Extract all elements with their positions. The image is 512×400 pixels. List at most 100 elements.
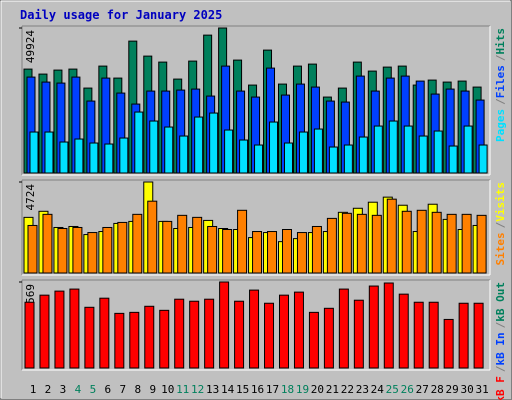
x-tick-label: 19 (296, 383, 309, 396)
bar (87, 232, 98, 274)
bar (281, 229, 292, 274)
x-tick-label: 30 (461, 383, 474, 396)
x-tick-label: 11 (176, 383, 189, 396)
bar (338, 288, 349, 369)
bar (298, 131, 308, 174)
bar (446, 213, 457, 274)
x-tick-label: 3 (60, 383, 67, 396)
bar (388, 120, 398, 174)
bar (222, 229, 233, 274)
bar (239, 139, 249, 174)
x-tick-label: 1 (30, 383, 37, 396)
bar (162, 220, 173, 274)
bar (149, 120, 159, 174)
bar (478, 144, 488, 174)
bar (234, 300, 245, 369)
x-tick-label: 2 (45, 383, 52, 396)
bar (267, 231, 278, 274)
legend: Pages/Files/Hits (494, 28, 507, 142)
legend-separator: / (494, 98, 507, 105)
bar (443, 318, 454, 369)
x-tick-label: 8 (134, 383, 141, 396)
bar (264, 302, 275, 369)
legend-separator: / (494, 365, 507, 372)
x-tick-label: 7 (120, 383, 127, 396)
bar (174, 298, 185, 369)
bar (473, 302, 484, 369)
bar (269, 121, 279, 174)
bar (84, 306, 95, 369)
bar (328, 146, 338, 174)
bar (278, 294, 289, 369)
bar (74, 138, 84, 174)
x-tick-label: 21 (326, 383, 339, 396)
bar (54, 290, 65, 369)
x-tick-label: 6 (105, 383, 112, 396)
bar (102, 226, 113, 274)
bar (368, 285, 379, 369)
legend-entry: Pages (494, 109, 507, 142)
bar (283, 142, 293, 174)
bar (401, 210, 412, 274)
bar (114, 312, 125, 369)
bar (476, 214, 487, 274)
bar (177, 214, 188, 274)
bar (209, 112, 219, 174)
bar (207, 225, 218, 274)
bar (431, 211, 442, 274)
x-tick-label: 28 (431, 383, 444, 396)
x-tick-label: 18 (281, 383, 294, 396)
bar (29, 131, 39, 174)
legend-entry: Visits (494, 182, 507, 222)
bar (343, 144, 353, 174)
x-tick-label: 4 (75, 383, 82, 396)
bar (69, 288, 80, 369)
bar (373, 125, 383, 174)
legend-separator: / (494, 221, 507, 228)
bar (254, 144, 264, 174)
bar (311, 225, 322, 274)
bar (461, 213, 472, 274)
bar (358, 136, 368, 174)
bar (129, 311, 140, 369)
bar (341, 212, 352, 274)
bar (119, 137, 129, 174)
bar (159, 309, 170, 369)
chart-title: Daily usage for January 2025 (20, 8, 222, 22)
y-tick-label: 4724 (24, 184, 37, 211)
bar (293, 291, 304, 369)
bar (249, 289, 260, 369)
bar (313, 128, 323, 174)
x-tick-label: 29 (446, 383, 459, 396)
legend-entry: kB In (494, 332, 507, 365)
bar (189, 300, 200, 369)
bar (458, 302, 469, 369)
bar (237, 209, 248, 274)
bar (179, 135, 189, 174)
bar (44, 131, 54, 174)
legend-entry: Hits (494, 28, 507, 55)
bar (39, 294, 50, 369)
legend-separator: / (494, 54, 507, 61)
x-tick-label: 15 (236, 383, 249, 396)
x-tick-label: 20 (311, 383, 324, 396)
bar (418, 135, 428, 174)
x-tick-label: 13 (206, 383, 219, 396)
bar (219, 281, 230, 369)
legend: Sites /Visits (494, 182, 507, 266)
bar (398, 293, 409, 369)
bar (353, 299, 364, 369)
legend-entry: Sites (494, 232, 507, 265)
bar (89, 142, 99, 174)
legend-entry: kB F (494, 376, 507, 400)
bar (416, 209, 427, 274)
bar (144, 305, 155, 369)
bar (463, 125, 473, 174)
legend-entry: kB Out (494, 282, 507, 322)
legend: kB F/kB In/kB Out (494, 282, 507, 400)
bar (296, 232, 307, 274)
bar (448, 145, 458, 174)
bar (356, 213, 367, 274)
bar (326, 217, 337, 274)
